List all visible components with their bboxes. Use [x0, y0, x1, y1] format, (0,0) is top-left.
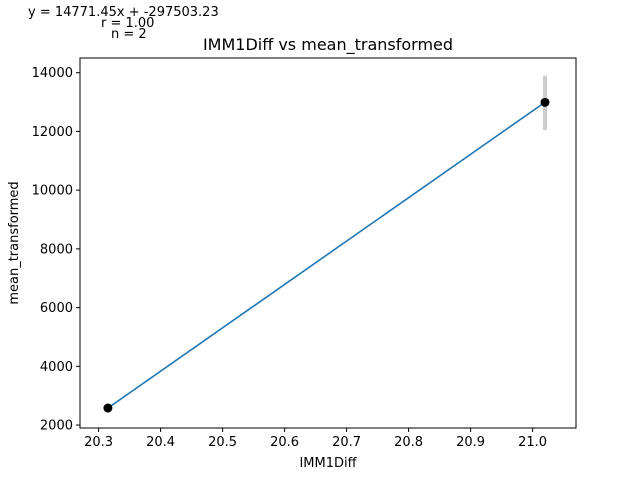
plot-layer	[103, 75, 550, 413]
r-annotation: r = 1.00	[101, 16, 155, 31]
x-tick-label-7: 21.0	[518, 435, 547, 450]
x-tick-label-5: 20.8	[394, 435, 423, 450]
y-tick-label-6: 14000	[32, 66, 73, 81]
data-point-1	[540, 97, 550, 107]
fit-line	[107, 101, 546, 409]
x-axis-label: IMM1Diff	[299, 456, 357, 471]
equation-annotation: y = 14771.45x + -297503.23	[28, 5, 219, 20]
x-tick-label-3: 20.6	[270, 435, 299, 450]
y-tick-label-5: 12000	[32, 125, 73, 140]
data-point-0	[103, 403, 113, 413]
tick-layer: 20.3 20.4 20.5 20.6 20.7 20.8 20.9 21.0 2000 4000…	[32, 66, 547, 450]
x-tick-label-6: 20.9	[456, 435, 485, 450]
plot-frame	[79, 57, 577, 429]
y-tick-label-2: 6000	[40, 301, 73, 316]
y-tick-label-3: 8000	[40, 242, 73, 257]
chart-title: IMM1Diff vs mean_transformed	[203, 35, 453, 55]
n-annotation: n = 2	[111, 27, 147, 42]
y-tick-label-0: 2000	[40, 419, 73, 434]
x-tick-label-2: 20.5	[208, 435, 237, 450]
y-tick-label-1: 4000	[40, 360, 73, 375]
y-axis-label: mean_transformed	[7, 181, 22, 304]
x-tick-label-0: 20.3	[84, 435, 113, 450]
x-tick-label-1: 20.4	[146, 435, 175, 450]
x-tick-label-4: 20.7	[332, 435, 361, 450]
y-tick-label-4: 10000	[32, 184, 73, 199]
